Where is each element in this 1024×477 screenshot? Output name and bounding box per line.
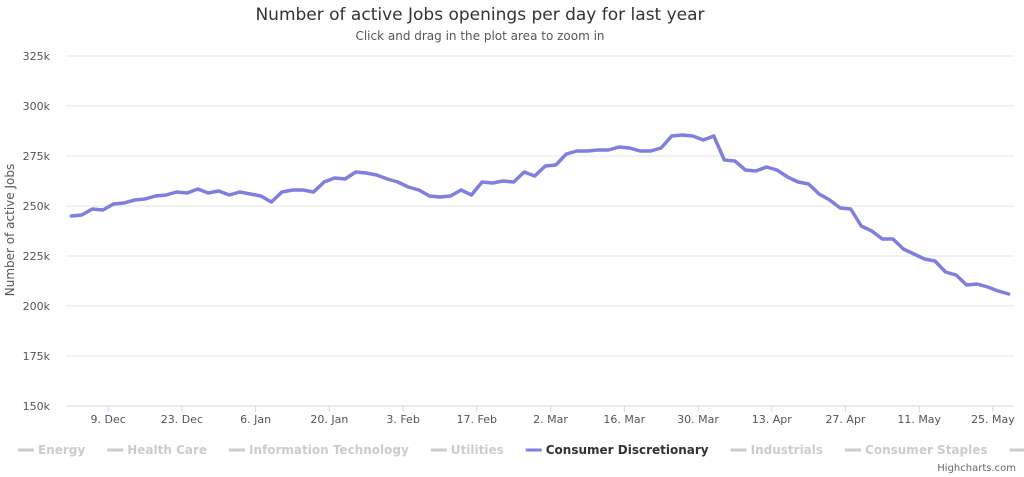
y-tick-label: 150k bbox=[23, 400, 51, 413]
x-tick-label: 2. Mar bbox=[533, 413, 568, 426]
credits-link[interactable]: Highcharts.com bbox=[937, 463, 1016, 474]
x-axis-ticks: 9. Dec 23. Dec 6. Jan 20. Jan 3. Feb 17. Feb 2… bbox=[66, 405, 1015, 426]
legend-label: Consumer Staples bbox=[865, 443, 987, 457]
chart-title: Number of active Jobs openings per day f… bbox=[255, 5, 704, 25]
legend[interactable]: Energy Health Care Information Technology U… bbox=[18, 443, 1024, 457]
x-tick-label: 17. Feb bbox=[457, 413, 497, 426]
legend-label: Industrials bbox=[751, 443, 823, 457]
legend-item[interactable]: Industrials bbox=[730, 443, 823, 457]
x-tick-label: 3. Feb bbox=[386, 413, 419, 426]
x-tick-label: 25. May bbox=[971, 413, 1015, 426]
legend-item[interactable]: Energy bbox=[18, 443, 85, 457]
x-tick-label: 23. Dec bbox=[161, 413, 203, 426]
x-tick-label: 20. Jan bbox=[310, 413, 348, 426]
y-tick-label: 325k bbox=[23, 50, 51, 63]
legend-item[interactable]: Health Care bbox=[107, 443, 207, 457]
legend-label: Health Care bbox=[127, 443, 207, 457]
y-axis-ticks: 150k 175k 200k 225k 250k 275k 300k 325k bbox=[23, 50, 51, 413]
y-axis-label: Number of active Jobs bbox=[3, 164, 17, 296]
legend-label: Information Technology bbox=[249, 443, 409, 457]
legend-label: Utilities bbox=[451, 443, 504, 457]
y-tick-label: 225k bbox=[23, 250, 51, 263]
x-tick-label: 16. Mar bbox=[603, 413, 645, 426]
y-tick-label: 275k bbox=[23, 150, 51, 163]
series-layer bbox=[69, 133, 1011, 296]
legend-item[interactable]: Consumer Staples bbox=[845, 443, 988, 457]
legend-label: Consumer Discretionary bbox=[546, 443, 709, 457]
legend-item[interactable]: Financials bbox=[1009, 443, 1024, 457]
legend-item[interactable]: Consumer Discretionary bbox=[525, 443, 709, 457]
x-tick-label: 30. Mar bbox=[677, 413, 719, 426]
legend-label: Energy bbox=[38, 443, 85, 457]
x-tick-label: 6. Jan bbox=[240, 413, 271, 426]
x-tick-label: 13. Apr bbox=[752, 413, 792, 426]
series-line-consumer-discretionary[interactable] bbox=[69, 133, 1011, 296]
y-tick-label: 250k bbox=[23, 200, 51, 213]
y-tick-label: 300k bbox=[23, 100, 51, 113]
y-grid bbox=[66, 55, 1014, 407]
legend-item[interactable]: Information Technology bbox=[229, 443, 409, 457]
legend-item[interactable]: Utilities bbox=[430, 443, 504, 457]
y-tick-label: 175k bbox=[23, 350, 51, 363]
x-tick-label: 11. May bbox=[897, 413, 941, 426]
x-tick-label: 27. Apr bbox=[825, 413, 865, 426]
chart-subtitle: Click and drag in the plot area to zoom … bbox=[355, 29, 604, 43]
x-tick-label: 9. Dec bbox=[90, 413, 125, 426]
y-tick-label: 200k bbox=[23, 300, 51, 313]
